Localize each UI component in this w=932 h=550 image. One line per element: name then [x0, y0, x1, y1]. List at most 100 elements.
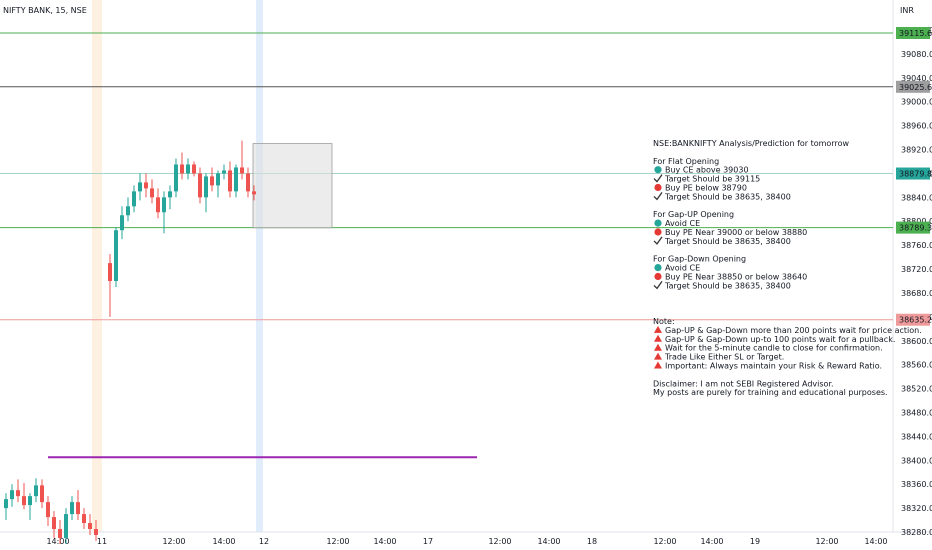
- candle-body: [28, 496, 32, 506]
- price-label: 38789.35: [899, 224, 932, 233]
- candle: [58, 520, 62, 544]
- x-tick-label: 19: [750, 537, 760, 546]
- x-tick-label: 12: [259, 537, 269, 546]
- annotation-line: Wait for the 5-minute candle to close fo…: [665, 344, 883, 353]
- price-label: 38635.20: [899, 316, 932, 325]
- x-tick-label: 12:00: [653, 537, 676, 546]
- candle-body: [34, 485, 38, 497]
- annotation-line: Gap-UP & Gap-Down up-to 100 points wait …: [665, 335, 895, 344]
- candle: [114, 227, 118, 287]
- candle-body: [52, 517, 56, 530]
- x-tick-label: 14:00: [700, 537, 723, 546]
- candle-body: [150, 188, 154, 198]
- candle: [246, 167, 250, 198]
- price-label: 38879.85: [899, 170, 932, 179]
- candle: [132, 185, 136, 213]
- red-circle-icon: [654, 228, 662, 236]
- annotation-line: Gap-UP & Gap-Down more than 200 points w…: [665, 326, 922, 335]
- annotation-line: Avoid CE: [665, 264, 700, 273]
- annotation-line: Target Should be 39115: [664, 175, 760, 184]
- candle: [168, 185, 172, 210]
- candle-body: [234, 167, 238, 192]
- candle: [186, 158, 190, 180]
- x-tick-label: 12:00: [162, 537, 185, 546]
- y-tick-label: 38280.00: [901, 528, 932, 537]
- y-tick-label: 39080.00: [901, 50, 932, 59]
- candle-body: [162, 197, 166, 213]
- candle: [180, 152, 184, 180]
- warning-icon: [654, 361, 662, 369]
- price-label-bg: [896, 167, 930, 180]
- annotation-line: Buy PE below 38790: [665, 184, 747, 193]
- price-label-bg: [896, 313, 930, 326]
- y-tick-label: 38960.00: [901, 122, 932, 131]
- candle: [204, 173, 208, 213]
- candle-body: [58, 529, 62, 538]
- currency-label: INR: [900, 6, 914, 15]
- candle: [64, 508, 68, 544]
- annotation-line: For Gap-UP Opening: [653, 210, 734, 219]
- x-tick-label: 14:00: [864, 537, 887, 546]
- candle: [144, 173, 148, 198]
- candle-body: [204, 176, 208, 198]
- price-label-bg: [896, 80, 930, 93]
- check-icon: [653, 236, 663, 245]
- price-label-bg: [896, 221, 930, 234]
- candle: [216, 170, 220, 198]
- candle-body: [22, 496, 26, 506]
- candle-body: [168, 191, 172, 198]
- candle: [52, 511, 56, 538]
- candle: [108, 254, 112, 317]
- candle-body: [40, 485, 44, 503]
- y-tick-label: 38760.00: [901, 241, 932, 250]
- candle: [192, 161, 196, 177]
- candle: [222, 164, 226, 180]
- candle-body: [138, 182, 142, 192]
- annotation-line: Target Should be 38635, 38400: [664, 192, 791, 201]
- candle-body: [76, 502, 80, 515]
- green-circle-icon: [654, 166, 662, 174]
- candle: [28, 493, 32, 521]
- x-tick-label: 14:00: [373, 537, 396, 546]
- red-circle-icon: [654, 183, 662, 192]
- candle-body: [240, 167, 244, 174]
- candle-body: [108, 263, 112, 282]
- candle-body: [126, 206, 130, 216]
- time-axis[interactable]: 14:00 11 12:00 14:00 12 12:00 14:00 17 12:00 14:0…: [46, 537, 887, 546]
- green-circle-icon: [654, 264, 662, 272]
- annotation-line: Target Should be 38635, 38400: [664, 281, 791, 290]
- candle-body: [252, 191, 256, 195]
- x-tick-label: 12:00: [815, 537, 838, 546]
- y-tick-label: 38920.00: [901, 146, 932, 155]
- annotation-line: NSE:BANKNIFTY Analysis/Prediction for to…: [653, 139, 849, 148]
- candle: [174, 158, 178, 198]
- warning-icon: [654, 325, 662, 333]
- candle: [228, 161, 232, 198]
- y-tick-label: 38320.00: [901, 504, 932, 513]
- x-tick-label: 18: [587, 537, 597, 546]
- y-tick-label: 38440.00: [901, 432, 932, 441]
- candle: [10, 484, 14, 507]
- annotation-line: Target Should be 38635, 38400: [664, 237, 791, 246]
- candle: [70, 496, 74, 521]
- candle-body: [210, 176, 214, 186]
- y-tick-label: 39040.00: [901, 74, 932, 83]
- annotation-line: My posts are purely for training and edu…: [653, 388, 888, 397]
- y-tick-label: 38360.00: [901, 480, 932, 489]
- candle: [120, 206, 124, 240]
- candle-body: [120, 215, 124, 231]
- y-tick-label: 38480.00: [901, 408, 932, 417]
- annotation-line: Note:: [653, 317, 675, 326]
- candle: [40, 479, 44, 509]
- candle-body: [132, 191, 136, 207]
- green-circle-icon: [654, 219, 662, 227]
- y-tick-label: 38520.00: [901, 385, 932, 394]
- candle: [4, 493, 8, 521]
- candle-body: [46, 502, 50, 518]
- annotation-line: Buy PE Near 38850 or below 38640: [665, 273, 807, 282]
- candle-body: [186, 164, 190, 174]
- check-icon: [653, 281, 663, 290]
- x-tick-label: 14:00: [537, 537, 560, 546]
